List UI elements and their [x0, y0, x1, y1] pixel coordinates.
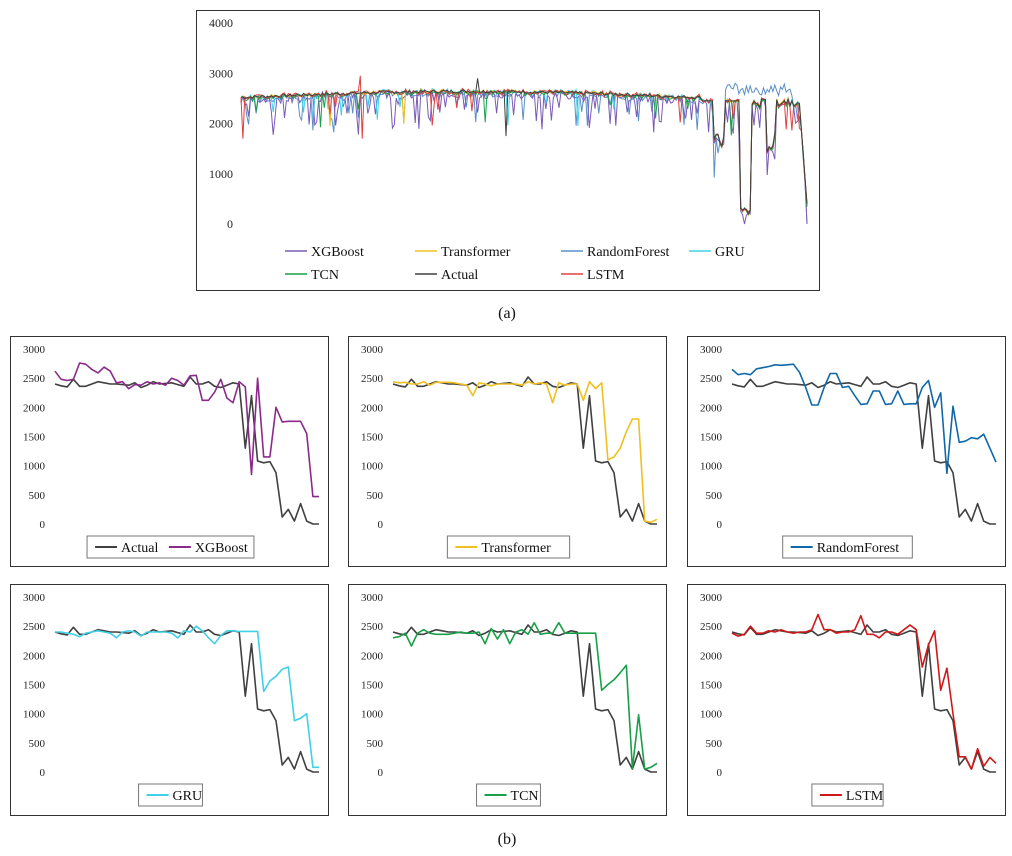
legend-label-a-transformer: Transformer [441, 245, 511, 260]
tick-label-b2-3000: 3000 [361, 344, 384, 356]
tick-label-b2-1000: 1000 [361, 461, 384, 473]
series-line-b5-actual [392, 624, 657, 773]
tick-label-b6-3000: 3000 [700, 592, 723, 604]
legend-label-a-tcn: TCN [311, 268, 339, 283]
legend-label-b1-actual: Actual [121, 541, 158, 556]
series-line-b1-actual [54, 376, 319, 525]
tick-label-b1-2000: 2000 [23, 402, 46, 414]
tick-label-a-1000: 1000 [209, 167, 233, 181]
tick-label-a-3000: 3000 [209, 66, 233, 80]
chart-b3-svg: 0 500 1000 1500 2000 2500 3000 RandomForest [700, 344, 997, 559]
series-line-b3-actual [731, 376, 996, 525]
legend-label-a-lstm: LSTM [587, 268, 625, 283]
legend-box-b2 [446, 535, 571, 559]
tick-label-b4-3000: 3000 [23, 592, 46, 604]
caption-b: (b) [497, 831, 517, 848]
chart-b2-svg: 0 500 1000 1500 2000 2500 3000 Transformer [361, 344, 658, 559]
tick-label-b3-3000: 3000 [700, 344, 723, 356]
tick-label-b4-1000: 1000 [23, 709, 46, 721]
legend-label-b1-xgboost: XGBoost [195, 541, 248, 556]
tick-label-b6-2000: 2000 [700, 650, 723, 662]
legend-label-b2-transformer: Transformer [481, 541, 551, 556]
tick-label-a-2000: 2000 [209, 117, 233, 131]
legend-label-a-actual: Actual [441, 268, 478, 283]
series-line-b3-randomforest [731, 363, 997, 475]
chart-b1-svg: 0 500 1000 1500 2000 2500 3000 Actual XGBoost [23, 344, 319, 559]
series-line-b5-tcn [392, 621, 658, 770]
series-line-a-randomforest [240, 82, 808, 225]
tick-label-b1-500: 500 [29, 490, 46, 502]
tick-label-b2-2500: 2500 [361, 373, 384, 385]
legend-label-b3-randomforest: RandomForest [817, 541, 900, 556]
series-line-b2-actual [392, 376, 657, 525]
series-line-b6-lstm [731, 613, 997, 770]
chart-a-frame: 0 1000 2000 3000 4000 XGBoost Transformer Rando… [196, 10, 820, 291]
tick-label-b4-1500: 1500 [23, 680, 46, 692]
tick-label-b6-0: 0 [717, 767, 723, 779]
tick-label-b1-2500: 2500 [23, 373, 46, 385]
tick-label-b3-1000: 1000 [700, 461, 723, 473]
tick-label-b5-1500: 1500 [361, 680, 384, 692]
legend-box-b4 [138, 783, 203, 807]
chart-b6-svg: 0 500 1000 1500 2000 2500 3000 LSTM [700, 592, 997, 807]
tick-label-b1-3000: 3000 [23, 344, 46, 356]
series-line-b4-actual [54, 624, 319, 773]
tick-label-b2-500: 500 [367, 490, 384, 502]
tick-label-b5-2000: 2000 [361, 650, 384, 662]
series-line-b6-actual [731, 624, 996, 773]
legend-label-b6-lstm: LSTM [846, 789, 884, 804]
tick-label-b3-1500: 1500 [700, 432, 723, 444]
tick-label-a-4000: 4000 [209, 16, 233, 30]
series-line-b4-gru [55, 625, 319, 769]
chart-b5-svg: 0 500 1000 1500 2000 2500 3000 TCN [361, 592, 658, 807]
tick-label-b3-500: 500 [706, 490, 723, 502]
series-line-a-actual [240, 78, 808, 216]
tick-label-b1-1500: 1500 [23, 432, 46, 444]
legend-label-a-gru: GRU [715, 245, 745, 260]
tick-label-b5-2500: 2500 [361, 621, 384, 633]
tick-label-b4-500: 500 [29, 738, 46, 750]
tick-label-b3-2500: 2500 [700, 373, 723, 385]
tick-label-b3-2000: 2000 [700, 402, 723, 414]
tick-label-a-0: 0 [227, 217, 233, 231]
chart-a-svg: 0 1000 2000 3000 4000 XGBoost Transformer Rando… [209, 16, 808, 283]
tick-label-b6-1500: 1500 [700, 680, 723, 692]
tick-label-b2-2000: 2000 [361, 402, 384, 414]
tick-label-b1-0: 0 [40, 519, 46, 531]
tick-label-b6-2500: 2500 [700, 621, 723, 633]
tick-label-b3-0: 0 [717, 519, 723, 531]
tick-label-b4-2500: 2500 [23, 621, 46, 633]
tick-label-b2-0: 0 [378, 519, 384, 531]
legend-box-b3 [782, 535, 913, 559]
tick-label-b1-1000: 1000 [23, 461, 46, 473]
caption-a: (a) [498, 305, 516, 322]
tick-label-b5-0: 0 [378, 767, 384, 779]
legend-box-b5 [476, 783, 541, 807]
tick-label-b6-500: 500 [706, 738, 723, 750]
tick-label-b4-0: 0 [40, 767, 46, 779]
tick-label-b5-1000: 1000 [361, 709, 384, 721]
chart-b6-frame: 0 500 1000 1500 2000 2500 3000 LSTM [687, 584, 1006, 816]
legend-label-a-xgboost: XGBoost [311, 245, 364, 260]
series-line-b2-transformer [392, 380, 658, 524]
chart-b1-frame: 0 500 1000 1500 2000 2500 3000 Actual XGBoost [10, 336, 329, 567]
chart-b4-svg: 0 500 1000 1500 2000 2500 3000 GRU [23, 592, 319, 807]
chart-b3-frame: 0 500 1000 1500 2000 2500 3000 RandomForest [687, 336, 1006, 567]
tick-label-b6-1000: 1000 [700, 709, 723, 721]
legend-box-b6 [811, 783, 884, 807]
legend-label-b4-gru: GRU [173, 789, 203, 804]
tick-label-b4-2000: 2000 [23, 650, 46, 662]
tick-label-b2-1500: 1500 [361, 432, 384, 444]
chart-b4-frame: 0 500 1000 1500 2000 2500 3000 GRU [10, 584, 329, 816]
series-line-b1-xgboost [54, 362, 319, 498]
chart-b5-frame: 0 500 1000 1500 2000 2500 3000 TCN [348, 584, 667, 816]
legend-label-b5-tcn: TCN [511, 789, 539, 804]
tick-label-b5-3000: 3000 [361, 592, 384, 604]
tick-label-b5-500: 500 [367, 738, 384, 750]
chart-b2-frame: 0 500 1000 1500 2000 2500 3000 Transformer [348, 336, 667, 567]
legend-label-a-randomforest: RandomForest [587, 245, 670, 260]
